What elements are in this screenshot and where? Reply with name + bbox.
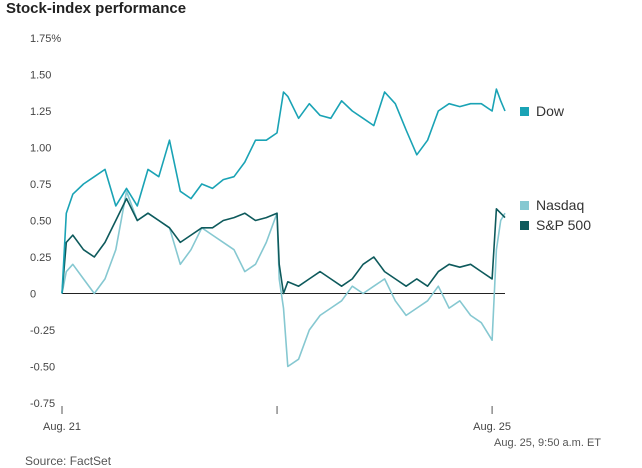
- series-line-nasdaq: [61, 190, 506, 368]
- source-note: Source: FactSet: [25, 454, 112, 468]
- y-axis: -0.75 -0.50 -0.25 0 0.25 0.50 0.75 1.00 1.25 1.50…: [30, 33, 61, 410]
- legend-swatch-s-p-500: [520, 221, 529, 230]
- y-tick-label: -0.25: [30, 325, 55, 337]
- x-axis: Aug. 21 Aug. 25: [43, 406, 511, 433]
- legend-label-s-p-500: S&P 500: [536, 217, 591, 233]
- y-tick-label: 1.75%: [30, 33, 61, 45]
- x-tick-label: Aug. 25: [473, 421, 511, 433]
- legend-swatch-nasdaq: [520, 201, 529, 210]
- series-layer: [61, 88, 506, 368]
- series-line-s-p-500: [61, 197, 506, 295]
- legend: Dow Nasdaq S&P 500: [520, 103, 591, 233]
- y-tick-label: -0.50: [30, 362, 55, 374]
- y-tick-label: 0.25: [30, 252, 51, 264]
- y-tick-label: 0.75: [30, 179, 51, 191]
- chart-title: Stock-index performance: [6, 0, 187, 17]
- x-tick-label: Aug. 21: [43, 421, 81, 433]
- series-line-dow: [61, 88, 506, 294]
- y-tick-label: 0: [30, 289, 36, 301]
- legend-label-dow: Dow: [536, 103, 565, 119]
- y-tick-label: 1.25: [30, 106, 51, 118]
- y-tick-label: 1.00: [30, 143, 51, 155]
- legend-label-nasdaq: Nasdaq: [536, 197, 584, 213]
- y-tick-label: 1.50: [30, 70, 51, 82]
- timestamp-note: Aug. 25, 9:50 a.m. ET: [494, 437, 602, 449]
- y-tick-label: -0.75: [30, 398, 55, 410]
- y-tick-label: 0.50: [30, 216, 51, 228]
- legend-swatch-dow: [520, 107, 529, 116]
